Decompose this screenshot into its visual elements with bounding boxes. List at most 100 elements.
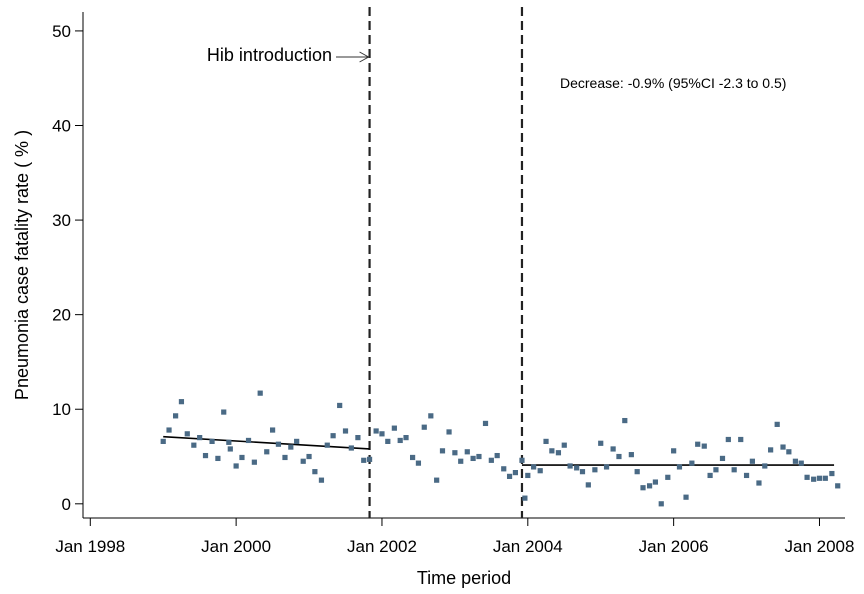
data-point (774, 421, 780, 427)
data-point (579, 469, 586, 475)
data-point (215, 455, 221, 462)
data-point (555, 450, 562, 456)
data-point (501, 466, 507, 472)
data-point (324, 442, 330, 448)
data-point (804, 474, 810, 480)
data-point (749, 458, 755, 464)
data-point (470, 455, 476, 462)
data-point (366, 456, 373, 462)
data-point (574, 465, 580, 471)
data-point (738, 436, 744, 443)
data-point (245, 437, 252, 444)
data-point (257, 390, 263, 396)
data-point (294, 438, 300, 444)
data-point (756, 480, 762, 486)
axes: Jan 1998 Jan 2000 Jan 2002 Jan 2004 Jan 2006… (52, 12, 854, 556)
data-point (543, 438, 549, 444)
y-tick-label: 50 (52, 22, 71, 41)
data-point (178, 399, 185, 405)
data-point (409, 454, 416, 461)
data-point (227, 446, 233, 452)
data-point (829, 470, 835, 477)
data-point (191, 442, 197, 448)
data-point (446, 429, 452, 435)
data-point (567, 463, 573, 469)
x-tick-label: Jan 2008 (785, 537, 855, 556)
data-point (628, 452, 634, 458)
y-tick-label: 0 (62, 495, 71, 514)
data-point (439, 448, 446, 454)
data-point (226, 439, 232, 445)
data-point (209, 438, 215, 444)
data-point (725, 436, 731, 443)
data-point (811, 476, 817, 482)
data-point (312, 469, 318, 475)
data-point (634, 469, 640, 475)
data-point (792, 458, 799, 464)
data-point (512, 470, 519, 476)
data-point (598, 440, 604, 446)
data-point (537, 468, 543, 474)
data-point (233, 463, 239, 469)
data-point (403, 435, 409, 441)
data-point (251, 459, 257, 465)
data-point (798, 460, 804, 466)
data-point (525, 472, 531, 479)
data-point (361, 457, 367, 463)
data-point (610, 446, 616, 452)
data-point (622, 417, 628, 424)
x-axis-title: Time period (417, 568, 511, 588)
reference-lines (368, 7, 524, 518)
data-point (707, 472, 713, 479)
data-point (197, 435, 203, 441)
data-point (549, 448, 555, 454)
x-tick-label: Jan 2002 (347, 537, 417, 556)
data-point (822, 475, 828, 481)
data-point (288, 444, 294, 450)
data-point (835, 483, 841, 489)
data-point (415, 460, 422, 466)
x-tick-label: Jan 2006 (639, 537, 709, 556)
data-point (731, 467, 737, 473)
data-point (434, 477, 440, 483)
y-tick-label: 20 (52, 306, 71, 325)
data-point (202, 452, 209, 459)
data-point (786, 449, 792, 455)
data-point (452, 450, 458, 456)
data-point (391, 425, 397, 431)
data-point (488, 457, 494, 463)
data-point (173, 413, 179, 419)
data-point (561, 442, 567, 448)
data-point (713, 467, 719, 473)
data-point (676, 464, 683, 470)
data-point (665, 474, 671, 480)
data-point (652, 479, 659, 485)
data-point (239, 454, 245, 461)
data-point (318, 477, 325, 483)
data-point (184, 431, 190, 437)
data-point (743, 472, 750, 479)
data-point (519, 457, 525, 463)
data-point (494, 452, 500, 459)
y-tick-label: 30 (52, 211, 71, 230)
data-point (719, 455, 726, 462)
y-tick-label: 40 (52, 116, 71, 135)
data-point (616, 453, 622, 460)
data-point (458, 458, 464, 464)
data-point (531, 464, 537, 470)
data-point (476, 453, 482, 460)
annotation-arrow-head (359, 51, 370, 63)
data-point (342, 428, 349, 434)
data-point (646, 483, 653, 489)
y-tick-label: 10 (52, 400, 71, 419)
x-tick-label: Jan 2004 (493, 537, 563, 556)
data-point (780, 444, 786, 450)
data-point (701, 443, 707, 449)
annotation-hib-introduction: Hib introduction (207, 45, 332, 65)
data-point (464, 449, 470, 455)
data-point (658, 501, 664, 507)
data-point (355, 435, 361, 441)
data-points (160, 390, 841, 507)
data-point (397, 437, 403, 444)
